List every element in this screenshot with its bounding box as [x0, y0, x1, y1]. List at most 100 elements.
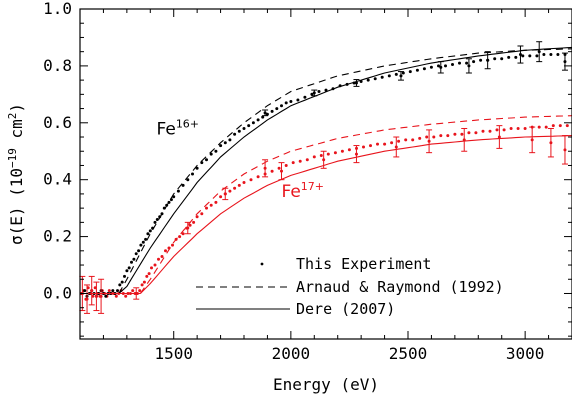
fe16-data-point	[139, 243, 143, 247]
y-axis-title-exp2: 2	[6, 113, 19, 120]
fe16-data-point	[186, 178, 190, 182]
fe16-data-point	[265, 112, 269, 116]
fe17-data-point	[256, 175, 260, 179]
fe16-data-point	[373, 77, 377, 81]
fe16-data-point	[153, 220, 157, 224]
fe17-data-point	[551, 124, 555, 128]
fe17-data-point	[537, 125, 541, 129]
fe16-data-point	[518, 53, 522, 57]
fe17-data-point	[145, 274, 149, 278]
fe17-data-point	[188, 223, 192, 227]
fe17-data-point	[186, 226, 190, 230]
annotation-fe16-base: Fe	[157, 119, 176, 139]
legend: This Experiment Arnaud & Raymond (1992) …	[196, 255, 504, 318]
fe17-data-point	[347, 148, 351, 152]
fe17-data-point	[249, 178, 253, 182]
y-tick-label-0.0: 0.0	[43, 283, 72, 302]
model-curves	[80, 46, 572, 295]
fe16-data-point	[195, 166, 199, 170]
fe17-data-point	[362, 145, 365, 149]
fe17-data-point	[305, 158, 309, 162]
fe17-data-point	[502, 128, 506, 132]
fe16-data-point	[155, 218, 159, 221]
fe16-data-point	[116, 289, 119, 293]
fe17-data-point	[322, 158, 326, 162]
fe16-data-point	[465, 61, 469, 65]
fe17-data-point	[495, 128, 499, 132]
fe16-data-point	[444, 64, 447, 68]
fe16-data-point	[261, 115, 265, 119]
legend-swatch-dots	[260, 262, 264, 266]
fe17-data-point	[411, 138, 415, 142]
fe16-data-point	[542, 53, 546, 56]
fe17-data-point	[291, 161, 295, 165]
fe16-data-point	[237, 129, 241, 133]
fe16-data-point	[387, 74, 391, 78]
y-tick-label-0.2: 0.2	[43, 227, 72, 246]
fe16-data-point	[127, 266, 131, 270]
y-tick-label-0.4: 0.4	[43, 170, 72, 189]
fe17-data-point	[263, 166, 267, 170]
fe17-data-point	[563, 148, 567, 152]
fe17-data-point	[376, 142, 379, 146]
fe16-data-point	[176, 189, 180, 193]
fe16-data-point	[296, 98, 300, 102]
fe17-data-point	[270, 169, 274, 173]
fe16-data-point	[401, 71, 405, 75]
fe17-data-point	[214, 200, 218, 204]
fe17-data-point	[558, 124, 562, 128]
fe17-data-point	[277, 166, 281, 170]
fe16-data-point	[233, 132, 237, 136]
fe17-data-point	[200, 212, 204, 216]
fe16-data-point	[528, 54, 532, 58]
fe16-data-point	[486, 58, 490, 62]
fe17-data-point	[298, 159, 302, 163]
fe16-data-point	[437, 64, 440, 68]
fe16-data-point	[146, 232, 150, 236]
fe16-data-point	[228, 138, 232, 142]
y-tick-label-0.8: 0.8	[43, 56, 72, 75]
fe17-data-point	[178, 235, 182, 239]
x-tick-label-1500: 1500	[154, 344, 193, 363]
fe16-data-point	[556, 53, 560, 56]
fe17-data-point	[565, 124, 569, 128]
fe17-data-point	[340, 149, 344, 153]
legend-label-arnaud-raymond: Arnaud & Raymond (1992)	[296, 278, 504, 296]
fe17-data-point	[549, 141, 553, 145]
fe17-data-point	[171, 243, 174, 247]
fe17-data-point	[432, 135, 436, 139]
fe17-data-point	[446, 134, 450, 138]
fe16-data-point	[324, 88, 328, 92]
fe16-data-point	[270, 109, 274, 113]
fe17-data-point	[157, 257, 160, 261]
fe16-data-point	[118, 283, 122, 287]
fe17-data-point	[319, 154, 323, 157]
fe17-data-point	[233, 186, 237, 190]
annotation-fe16-sup: 16+	[176, 117, 199, 130]
fe16-data-point	[535, 54, 539, 58]
fe17-data-point	[354, 152, 358, 156]
fe17-data-point	[150, 266, 153, 270]
fe17-data-point	[460, 132, 464, 136]
fe17-data-point	[333, 151, 337, 155]
fe17-data-point	[383, 142, 387, 146]
y-axis-title-exp1: −19	[6, 148, 19, 168]
fe16-data-point	[141, 240, 145, 244]
fe17-data-point	[99, 294, 103, 298]
fe16-data-point	[181, 183, 185, 187]
legend-label-experiment: This Experiment	[296, 255, 431, 273]
fe17-data-point	[418, 136, 422, 140]
fe17-error-bars	[79, 125, 568, 314]
fe17-data-point	[467, 131, 471, 135]
fe17-data-point	[90, 289, 94, 293]
fe17-data-point	[223, 192, 227, 196]
fe17-data-point	[523, 127, 527, 130]
fe17-data-point	[85, 297, 89, 301]
fe17-data-point	[131, 289, 135, 293]
fe16-data-point	[439, 65, 443, 69]
fe16-data-point	[123, 274, 126, 278]
annotation-fe17: Fe17+	[281, 180, 324, 202]
fe16-data-point	[125, 269, 129, 273]
fe16-data-point	[214, 149, 218, 153]
